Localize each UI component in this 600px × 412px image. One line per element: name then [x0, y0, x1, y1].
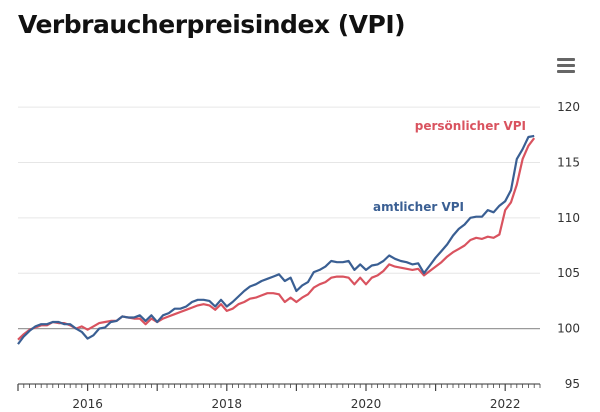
series-annotations: persönlicher VPI amtlicher VPI — [373, 119, 526, 214]
x-tick-label-2022: 2022 — [490, 397, 521, 411]
y-tick-label-105: 105 — [557, 266, 580, 280]
x-tick-label-2018: 2018 — [212, 397, 243, 411]
x-axis: 2016 2018 2020 2022 — [17, 383, 541, 411]
menu-bar-1 — [557, 58, 575, 61]
hamburger-menu-icon[interactable] — [556, 58, 576, 76]
series-line-amtlicher-vpi — [17, 134, 535, 345]
y-tick-label-95: 95 — [565, 377, 580, 391]
menu-bar-3 — [557, 70, 575, 73]
y-tick-label-115: 115 — [557, 155, 580, 169]
label-amtlicher-vpi: amtlicher VPI — [373, 200, 464, 214]
y-axis-labels: 95 100 105 110 115 120 — [557, 100, 580, 391]
series-lines — [17, 134, 536, 345]
x-tick-label-2020: 2020 — [351, 397, 382, 411]
y-tick-label-120: 120 — [557, 100, 580, 114]
y-tick-label-110: 110 — [557, 211, 580, 225]
grid-lines — [18, 106, 540, 385]
y-tick-label-100: 100 — [557, 322, 580, 336]
label-persönlicher-vpi: persönlicher VPI — [415, 119, 526, 133]
series-line-persönlicher-vpi — [17, 137, 536, 341]
x-tick-label-2016: 2016 — [72, 397, 103, 411]
page-title: Verbraucherpreisindex (VPI) — [18, 10, 406, 39]
menu-bar-2 — [557, 64, 575, 67]
